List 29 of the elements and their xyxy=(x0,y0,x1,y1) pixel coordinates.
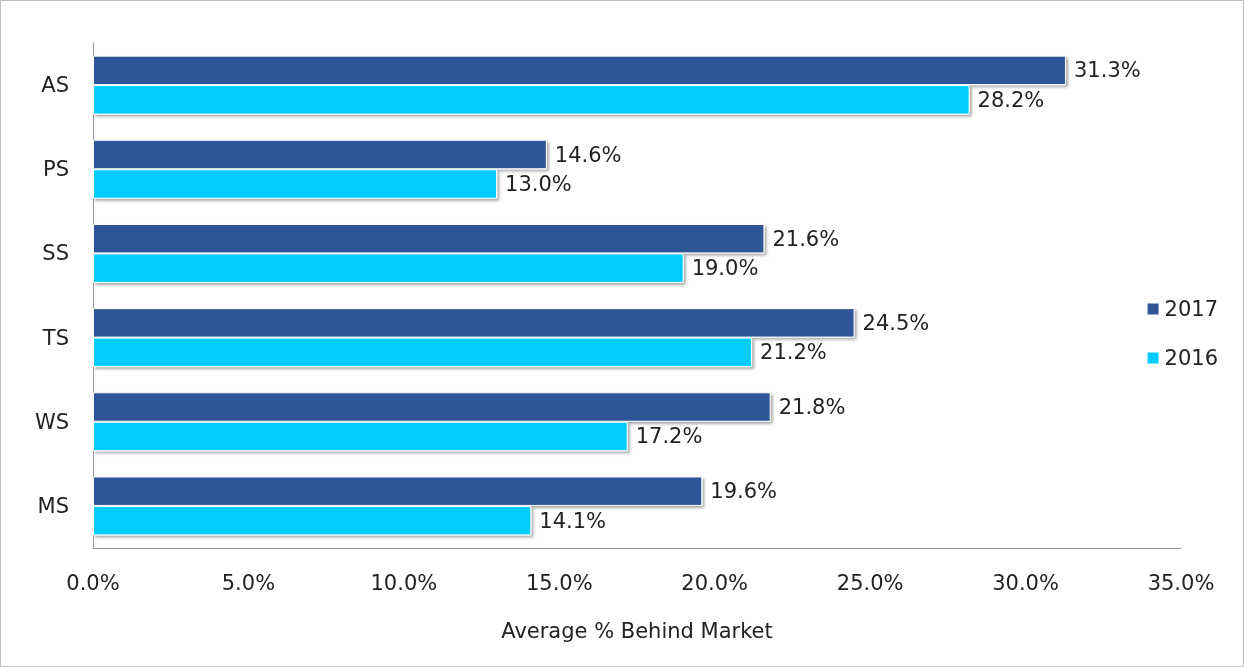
data-label: 21.8% xyxy=(778,395,846,420)
y-tick-label: AS xyxy=(41,73,69,98)
data-label: 14.1% xyxy=(539,508,607,533)
data-label: 19.6% xyxy=(710,479,777,504)
y-tick-label: TS xyxy=(41,325,69,350)
x-tick-label: 30.0% xyxy=(992,570,1059,595)
x-axis-title: Average % Behind Market xyxy=(501,618,773,643)
data-label: 31.3% xyxy=(1073,58,1141,83)
y-tick-label: MS xyxy=(37,493,69,518)
data-label: 13.0% xyxy=(505,171,572,196)
data-label: 14.6% xyxy=(554,142,622,167)
x-tick-label: 5.0% xyxy=(221,570,276,595)
data-label: 21.6% xyxy=(772,226,840,251)
data-label: 19.0% xyxy=(691,256,759,281)
data-label: 28.2% xyxy=(977,87,1045,112)
data-label: 24.5% xyxy=(862,310,930,335)
data-label: 17.2% xyxy=(635,424,703,449)
legend-label: 2016 xyxy=(1164,346,1219,370)
y-tick-label: SS xyxy=(42,241,69,266)
y-tick-label: PS xyxy=(43,157,69,182)
x-tick-label: 35.0% xyxy=(1147,570,1215,595)
x-tick-label: 25.0% xyxy=(836,570,904,595)
legend-label: 2017 xyxy=(1164,297,1219,321)
x-tick-label: 20.0% xyxy=(681,570,749,595)
x-tick-label: 15.0% xyxy=(525,570,593,595)
x-tick-label: 10.0% xyxy=(370,570,438,595)
x-tick-label: 0.0% xyxy=(66,570,120,595)
data-label: 21.2% xyxy=(760,340,827,365)
y-tick-label: WS xyxy=(34,409,69,434)
